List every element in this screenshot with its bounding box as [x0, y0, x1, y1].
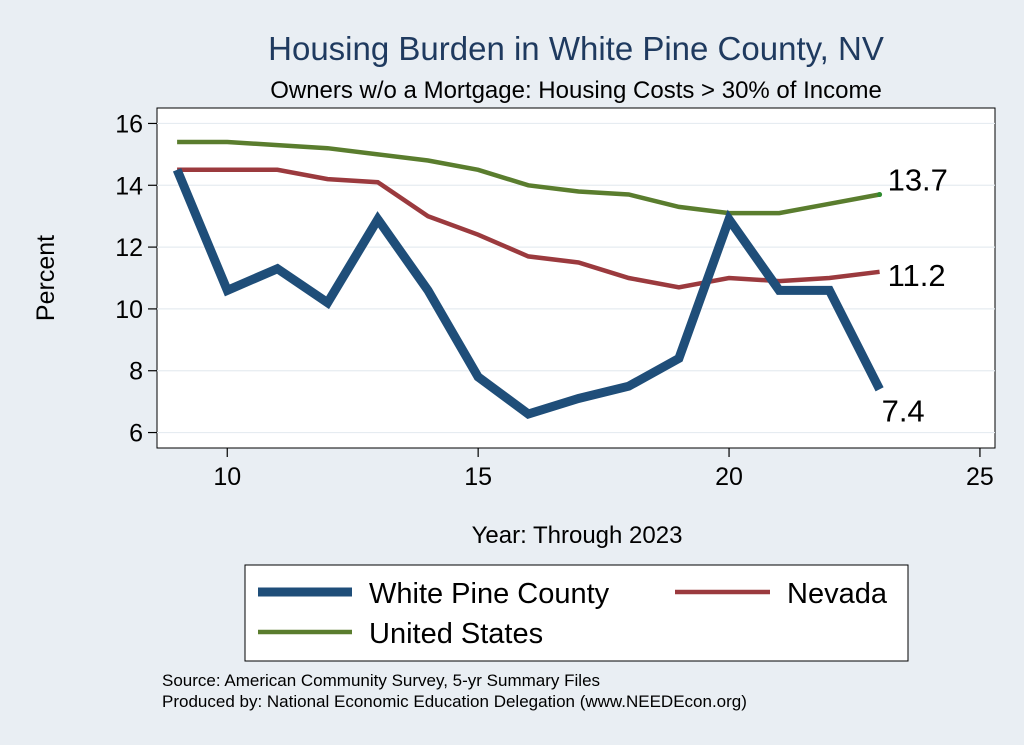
producer-note: Produced by: National Economic Education…: [162, 692, 747, 711]
series-lines: [172, 139, 884, 419]
end-label-nevada: 11.2: [888, 258, 946, 293]
x-tick-label-25: 25: [966, 463, 994, 491]
y-tick-label-14: 14: [115, 172, 143, 200]
x-axis-title: Year: Through 2023: [472, 522, 683, 549]
y-tick-label-12: 12: [115, 234, 143, 262]
axes: 6 8 10 12 14 16 10 15 20 25: [115, 110, 994, 491]
legend-box: [244, 564, 909, 662]
series-line-white-pine-county: [172, 168, 884, 419]
x-tick-label-10: 10: [213, 463, 241, 491]
end-labels: 7.4 11.2 13.7: [877, 163, 948, 428]
legend-label-nevada: Nevada: [787, 578, 888, 610]
series-line-nevada: [177, 167, 880, 290]
legend: White Pine County Nevada United States: [244, 564, 909, 662]
source-note: Source: American Community Survey, 5-yr …: [162, 671, 600, 690]
chart-subtitle: Owners w/o a Mortgage: Housing Costs > 3…: [270, 77, 882, 104]
chart-title: Housing Burden in White Pine County, NV: [268, 30, 884, 67]
x-tick-label-15: 15: [464, 463, 492, 491]
y-tick-label-6: 6: [129, 420, 143, 448]
grid-lines: [157, 122, 995, 434]
series-line-united-states: [177, 139, 881, 216]
y-tick-label-8: 8: [129, 358, 143, 386]
us-end-marker: [877, 192, 883, 198]
y-tick-label-16: 16: [115, 110, 143, 138]
y-axis-title: Percent: [32, 235, 60, 321]
legend-label-us: United States: [369, 618, 543, 650]
end-label-united-states: 13.7: [888, 163, 948, 198]
x-tick-label-20: 20: [715, 463, 743, 491]
y-tick-label-10: 10: [115, 296, 143, 324]
legend-label-white-pine: White Pine County: [369, 578, 610, 610]
end-label-white-pine-county: 7.4: [882, 393, 925, 428]
